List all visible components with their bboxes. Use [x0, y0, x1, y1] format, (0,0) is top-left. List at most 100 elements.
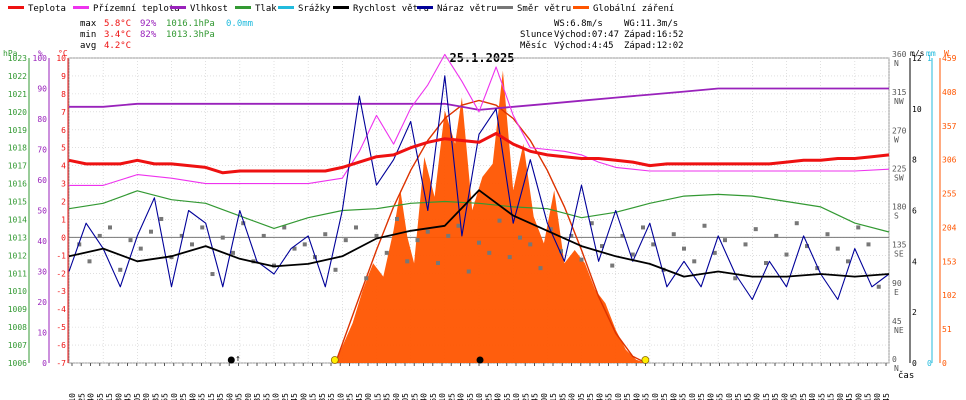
x-tick-label: 14:15 [549, 393, 558, 400]
w-tick: 204 [942, 223, 957, 232]
dir-tick: 225 [892, 164, 907, 173]
pct-tick: 30 [37, 268, 47, 277]
legend-swatch [333, 6, 349, 9]
wind-direction-point [425, 229, 430, 234]
radiation-clear-sky-line [334, 99, 647, 364]
wind-direction-point [87, 259, 92, 264]
moonset-marker [476, 356, 484, 364]
x-tick-label: 06:10 [272, 393, 281, 400]
degc-tick: 8 [61, 90, 66, 99]
legend-label: Směr větru [517, 4, 571, 14]
wind-direction-point [743, 242, 748, 247]
x-tick-label: 23:00 [854, 393, 863, 400]
w-tick: 102 [942, 291, 957, 300]
wind-direction-point [118, 267, 123, 272]
info-ws: WS:6.8m/s [554, 19, 603, 29]
wind-direction-point [395, 216, 399, 221]
wind-direction-point [682, 246, 686, 251]
x-tick-label: 16:55 [642, 393, 651, 400]
x-tick-label: 23:45 [882, 393, 891, 400]
hpa-axis-label: hPa [3, 49, 18, 58]
wind-direction-point [805, 244, 809, 249]
dir-tick: 360 [892, 50, 907, 59]
x-tick-label: 00:25 [77, 393, 86, 400]
x-tick-label: 09:35 [383, 393, 392, 400]
x-tick-label: 18:25 [697, 393, 706, 400]
legend-label: Vlhkost [190, 4, 228, 14]
degc-tick: 3 [61, 180, 66, 189]
info-sun-set: Západ:16:52 [624, 30, 684, 40]
x-tick-label: 07:35 [318, 393, 327, 400]
wind-direction-point [497, 218, 502, 223]
x-axis-ticks: 00:1000:2500:4000:5501:1501:3001:4502:05… [68, 363, 914, 400]
wind-direction-point [835, 246, 840, 251]
x-tick-label: 11:10 [438, 393, 447, 400]
hpa-tick: 1010 [8, 287, 27, 296]
stat-min-hum: 82% [140, 30, 157, 40]
x-tick-label: 16:10 [614, 393, 623, 400]
legend-label: Tlak [255, 4, 277, 14]
ground-temp-line [69, 53, 890, 186]
x-tick-label: 10:40 [420, 393, 429, 400]
wind-direction-point [538, 266, 543, 271]
hpa-tick: 1011 [8, 269, 27, 278]
degc-tick: 9 [61, 72, 66, 81]
legend-swatch [170, 6, 186, 9]
x-tick-label: 00:40 [87, 393, 96, 400]
pct-tick: 80 [37, 115, 47, 124]
wind-direction-point [784, 252, 789, 257]
dir-tick-label: N [894, 59, 899, 68]
x-tick-label: 18:55 [716, 393, 725, 400]
hpa-tick: 1019 [8, 126, 27, 135]
radiation-layer [334, 70, 647, 364]
gust-line [68, 75, 890, 301]
x-tick-label: 20:00 [753, 393, 762, 400]
wind-speed-line [68, 189, 890, 278]
degc-tick: 6 [61, 126, 66, 135]
axes: hPa% °C1006100710081009101010111012101310… [3, 49, 957, 373]
dir-tick-label: E [894, 288, 899, 297]
ms-tick: 12 [912, 54, 922, 63]
w-tick: 408 [942, 88, 957, 97]
x-tick-label: 12:10 [475, 393, 484, 400]
sunset-marker [641, 356, 650, 364]
stat-avg-label: avg [80, 41, 96, 51]
info-moon-label: Měsíc [520, 41, 547, 51]
x-tick-label: 05:05 [235, 393, 244, 400]
stat-max-temp: 5.8°C [104, 19, 131, 29]
wind-direction-point [128, 238, 133, 243]
w-tick: 153 [942, 257, 957, 266]
x-tick-label: 09:15 [373, 393, 382, 400]
x-tick-label: 22:30 [836, 393, 845, 400]
degc-tick: 5 [61, 144, 66, 153]
pct-tick: 50 [37, 207, 47, 216]
stat-max-hum: 92% [140, 19, 157, 29]
hpa-tick: 1021 [8, 90, 27, 99]
moonrise-marker [227, 356, 235, 364]
hpa-tick: 1016 [8, 180, 27, 189]
w-tick: 51 [942, 325, 952, 334]
info-panel: WS:6.8m/s WG:11.3m/s Slunce Východ:07:47… [520, 19, 684, 51]
x-tick-label: 13:10 [512, 393, 521, 400]
dir-tick: 135 [892, 241, 907, 250]
pct-tick: 20 [37, 298, 47, 307]
wind-direction-point [138, 246, 143, 251]
w-tick: 0 [942, 359, 947, 368]
legend-label: Náraz větru [437, 4, 497, 14]
x-tick-label: 07:15 [309, 393, 318, 400]
pct-tick: 70 [37, 146, 47, 155]
x-tick-label: 23:30 [873, 393, 882, 400]
hpa-tick: 1009 [8, 305, 27, 314]
wind-direction-point [641, 225, 645, 230]
wind-direction-point [108, 225, 112, 230]
x-tick-label: 03:10 [170, 393, 179, 400]
x-tick-label: 01:45 [124, 393, 133, 400]
wind-direction-point [282, 225, 287, 230]
info-sun-label: Slunce [520, 30, 553, 40]
legend-label: Přízemní teplota [93, 4, 180, 14]
wind-direction-point [559, 249, 563, 254]
degc-tick: -4 [56, 305, 66, 314]
wind-direction-point [210, 272, 215, 277]
legend-swatch [278, 6, 294, 9]
wind-direction-point [302, 242, 307, 247]
